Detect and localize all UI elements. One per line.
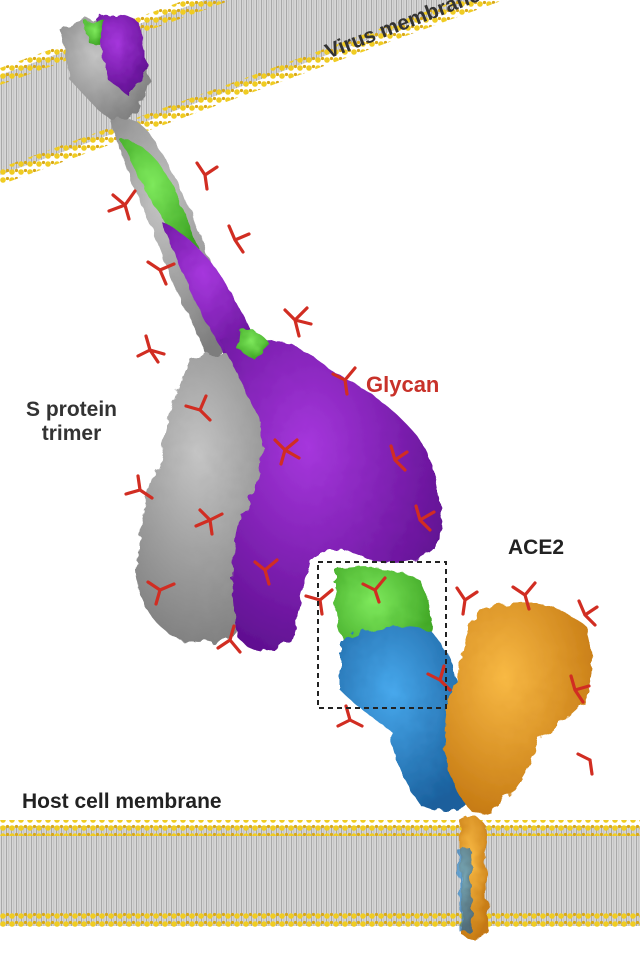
glycan-label: Glycan (366, 372, 440, 397)
s-protein-label-line2: trimer (41, 422, 102, 446)
s-protein-purple-protomer (220, 338, 441, 650)
rbd-blue-domain (340, 626, 470, 812)
s-protein-label-line1: S protein (26, 398, 118, 421)
ace2-receptor (445, 602, 593, 814)
host-cell-membrane-label: Host cell membrane (22, 790, 222, 813)
interface-dashed-box (317, 561, 447, 709)
glycans (107, 161, 599, 776)
s-protein-trimer-label: S protein trimer (26, 398, 117, 446)
ace2-label: ACE2 (508, 536, 565, 559)
host-cell-membrane (0, 820, 640, 928)
